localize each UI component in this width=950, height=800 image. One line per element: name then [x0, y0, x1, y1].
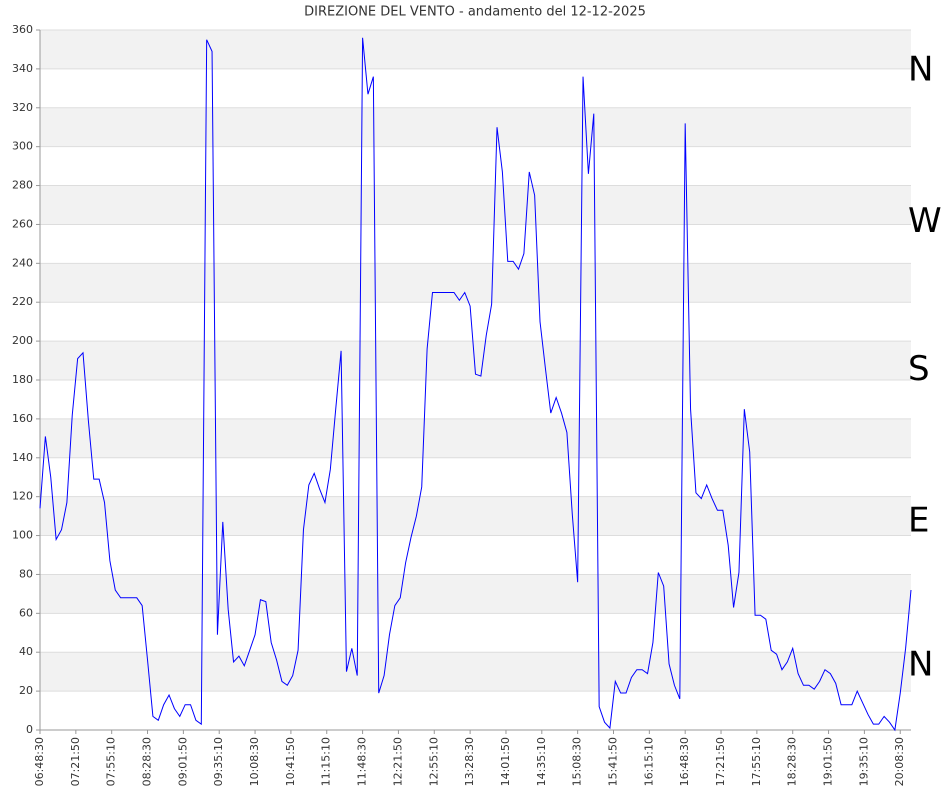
x-tick-label: 13:28:30	[463, 737, 476, 786]
x-tick-label: 10:41:50	[284, 737, 297, 786]
y-tick-label: 220	[12, 295, 33, 308]
compass-label: N	[908, 644, 933, 684]
x-tick-label: 12:55:10	[427, 737, 440, 786]
y-tick-label: 40	[19, 645, 33, 658]
x-tick-label: 09:35:10	[212, 737, 225, 786]
y-tick-label: 200	[12, 334, 33, 347]
compass-label: W	[908, 201, 942, 241]
x-tick-label: 07:55:10	[105, 737, 118, 786]
y-tick-label: 160	[12, 412, 33, 425]
x-tick-label: 06:48:30	[33, 737, 46, 786]
y-tick-label: 340	[12, 62, 33, 75]
y-tick-label: 80	[19, 567, 33, 580]
y-tick-label: 60	[19, 606, 33, 619]
x-tick-label: 15:41:50	[606, 737, 619, 786]
y-tick-label: 300	[12, 140, 33, 153]
x-tick-label: 17:21:50	[714, 737, 727, 786]
grid-band	[40, 107, 911, 147]
data-line	[39, 37, 912, 732]
compass-label: N	[908, 49, 933, 89]
compass-label: E	[908, 500, 929, 540]
chart-title: DIREZIONE DEL VENTO - andamento del 12-1…	[304, 5, 646, 20]
x-tick-label: 19:01:50	[822, 737, 835, 786]
x-tick-label: 08:28:30	[141, 737, 154, 786]
x-tick-label: 20:08:30	[893, 737, 906, 786]
grid-band	[40, 263, 911, 303]
y-tick-label: 140	[12, 451, 33, 464]
y-tick-label: 320	[12, 101, 33, 114]
x-tick-label: 18:28:30	[786, 737, 799, 786]
x-tick-label: 15:08:30	[571, 737, 584, 786]
grid-band	[40, 418, 911, 458]
x-tick-label: 16:48:30	[678, 737, 691, 786]
y-tick-label: 100	[12, 529, 33, 542]
y-tick-label: 360	[12, 23, 33, 36]
y-tick-label: 120	[12, 490, 33, 503]
y-tick-label: 0	[26, 723, 33, 736]
x-tick-label: 14:01:50	[499, 737, 512, 786]
grid-band	[40, 652, 911, 692]
y-tick-label: 20	[19, 684, 33, 697]
x-tick-label: 07:21:50	[69, 737, 82, 786]
x-tick-label: 12:21:50	[391, 737, 404, 786]
grid-band	[40, 496, 911, 536]
y-tick-label: 280	[12, 179, 33, 192]
x-tick-label: 11:15:10	[320, 737, 333, 786]
y-tick-label: 260	[12, 217, 33, 230]
y-tick-label: 240	[12, 256, 33, 269]
x-tick-label: 16:15:10	[642, 737, 655, 786]
grid-band	[40, 185, 911, 225]
grid-band	[40, 30, 911, 69]
compass-label: S	[908, 349, 930, 389]
x-tick-label: 09:01:50	[176, 737, 189, 786]
grid-band	[40, 574, 911, 614]
x-tick-label: 19:35:10	[857, 737, 870, 786]
x-tick-label: 17:55:10	[750, 737, 763, 786]
x-tick-label: 14:35:10	[535, 737, 548, 786]
y-tick-label: 180	[12, 373, 33, 386]
x-tick-label: 10:08:30	[248, 737, 261, 786]
x-tick-label: 11:48:30	[356, 737, 369, 786]
